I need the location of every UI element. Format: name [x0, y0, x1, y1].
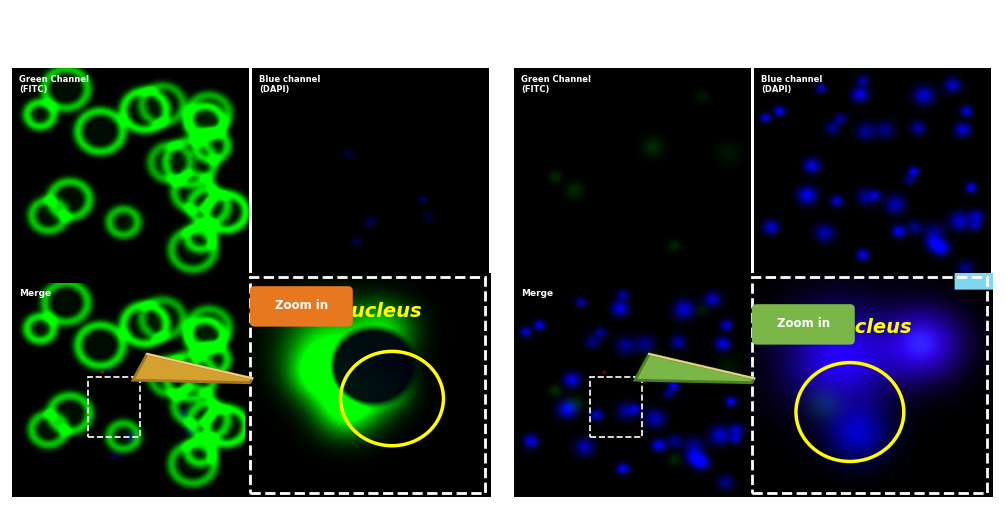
Text: Merge: Merge [19, 289, 51, 298]
Text: nucleus: nucleus [337, 302, 423, 321]
Text: Zoom in: Zoom in [777, 318, 830, 330]
Text: Green Channel
(FITC): Green Channel (FITC) [19, 75, 90, 94]
Polygon shape [133, 354, 253, 383]
Text: Zoom in: Zoom in [275, 299, 328, 313]
Text: (A) With Tat peptide: (A) With Tat peptide [149, 26, 354, 44]
FancyBboxPatch shape [751, 304, 855, 344]
Text: (B) Without Tat peptide: (B) Without Tat peptide [633, 26, 874, 44]
Text: Merge: Merge [521, 289, 553, 298]
Text: Green Channel
(FITC): Green Channel (FITC) [521, 75, 592, 94]
Text: nucleus: nucleus [827, 318, 911, 337]
Polygon shape [635, 354, 754, 383]
FancyBboxPatch shape [249, 286, 353, 327]
Text: Blue channel
(DAPI): Blue channel (DAPI) [762, 75, 823, 94]
Text: Blue channel
(DAPI): Blue channel (DAPI) [260, 75, 321, 94]
